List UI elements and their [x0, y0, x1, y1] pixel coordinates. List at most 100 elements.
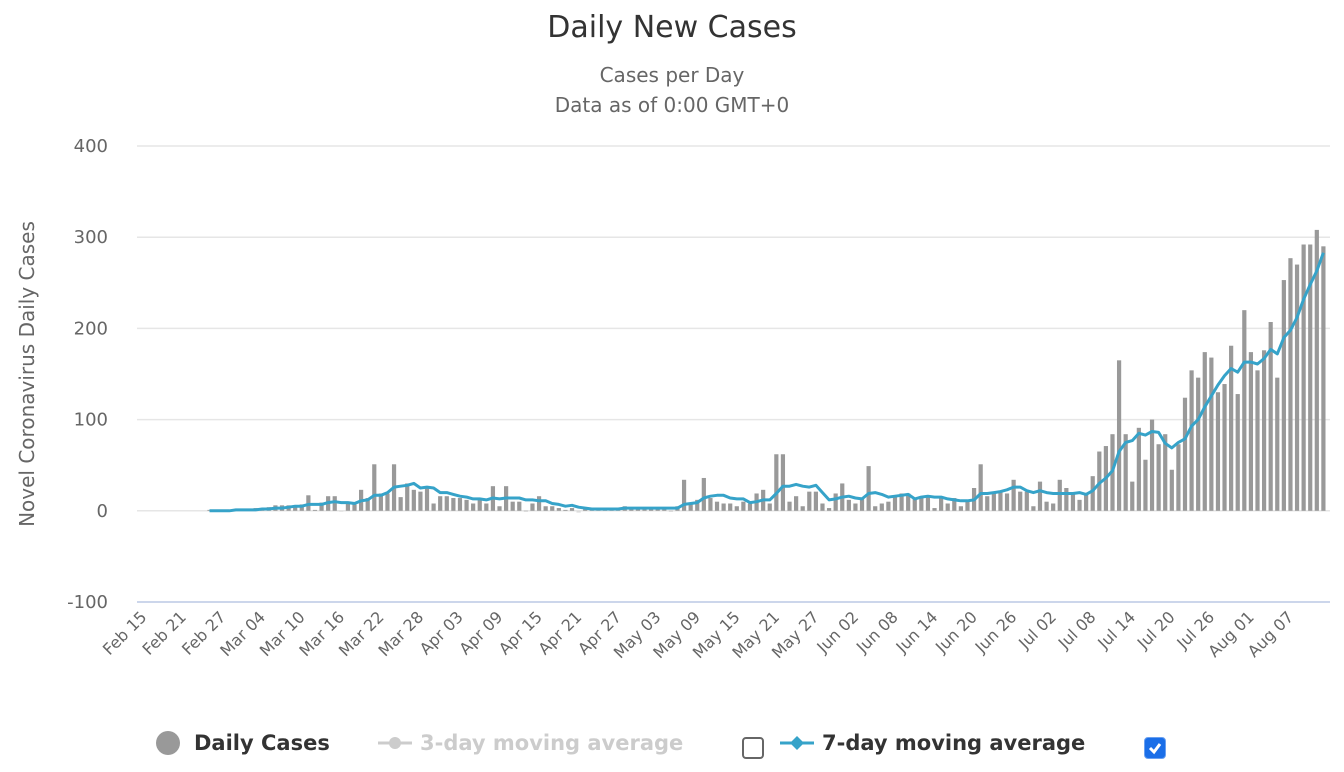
bar-daily-cases — [1268, 322, 1273, 511]
bar-daily-cases — [1077, 499, 1082, 511]
bar-daily-cases — [464, 499, 469, 511]
checkbox-7-day-average[interactable] — [1144, 737, 1166, 759]
bar-daily-cases — [517, 501, 522, 511]
y-tick-label: 100 — [74, 410, 108, 431]
y-tick-label: 200 — [74, 318, 108, 339]
bar-daily-cases — [339, 510, 344, 512]
bar-daily-cases — [1209, 357, 1214, 511]
bar-daily-cases — [833, 493, 838, 511]
bar-daily-cases — [800, 506, 805, 511]
bar-daily-cases — [1215, 392, 1221, 511]
bar-daily-cases — [1294, 264, 1300, 511]
x-tick-label: Jul 14 — [1093, 607, 1139, 653]
legend-item-3-day-average[interactable]: 3-day moving average — [378, 727, 683, 759]
bar-daily-cases — [1321, 246, 1326, 511]
bar-daily-cases — [1156, 444, 1161, 511]
bar-daily-cases — [741, 501, 746, 511]
bar-daily-cases — [1229, 345, 1234, 511]
bar-daily-cases — [767, 503, 772, 511]
bar-daily-cases — [405, 483, 410, 511]
bar-daily-cases — [794, 496, 799, 511]
bar-daily-cases — [965, 499, 970, 511]
bar-daily-cases — [1070, 493, 1076, 511]
bar-daily-cases — [807, 491, 812, 511]
bar-daily-cases — [372, 464, 377, 511]
x-tick-label: Feb 15 — [99, 607, 150, 658]
x-tick-label: Jun 26 — [971, 607, 1021, 657]
x-tick-label: Jun 14 — [892, 607, 942, 657]
x-tick-label: Jun 08 — [852, 607, 902, 657]
legend-item-daily-cases[interactable]: Daily Cases — [156, 727, 330, 759]
bar-daily-cases — [352, 504, 357, 511]
bar-daily-cases — [668, 510, 673, 512]
legend-label-daily-cases: Daily Cases — [194, 731, 330, 755]
chart-title: Daily New Cases — [547, 10, 797, 45]
y-axis-title: Novel Coronavirus Daily Cases — [15, 221, 39, 527]
x-tick-label: Mar 28 — [374, 607, 427, 660]
bar-daily-cases — [1189, 370, 1194, 511]
bar-daily-cases — [1084, 493, 1089, 511]
diamond-marker-icon — [780, 736, 814, 750]
bar-daily-cases — [444, 496, 449, 511]
bar-daily-cases — [695, 499, 700, 511]
bar-daily-cases — [1222, 384, 1227, 511]
bar-daily-cases — [1090, 476, 1095, 511]
bar-daily-cases — [899, 493, 904, 511]
checkbox-3-day-average[interactable] — [742, 737, 764, 759]
y-tick-label: 400 — [74, 136, 108, 157]
bar-daily-cases — [991, 493, 996, 511]
bar-daily-cases — [293, 505, 298, 511]
bar-daily-cases — [998, 491, 1003, 511]
chart-subtitle: Cases per Day — [599, 63, 745, 87]
bar-daily-cases — [523, 510, 528, 512]
x-tick-label: Feb 21 — [139, 607, 190, 658]
bar-daily-cases — [978, 464, 983, 511]
x-tick-label: Apr 21 — [534, 607, 585, 658]
bar-daily-cases — [728, 503, 733, 511]
bar-daily-cases — [398, 497, 403, 511]
bar-daily-cases — [1182, 397, 1188, 511]
bar-daily-cases — [879, 503, 884, 511]
legend-item-7-day-average[interactable]: 7-day moving average — [780, 727, 1085, 759]
bar-daily-cases — [510, 501, 515, 511]
bar-daily-cases — [1235, 394, 1240, 511]
bar-daily-cases — [932, 508, 937, 511]
bar-daily-cases — [774, 454, 779, 511]
bar-daily-cases — [536, 496, 542, 511]
bar-daily-cases — [747, 503, 753, 511]
bar-daily-cases — [780, 454, 786, 511]
bar-daily-cases — [312, 509, 318, 511]
bar-daily-cases — [1064, 488, 1069, 511]
line-marker-icon — [378, 737, 412, 749]
bar-daily-cases — [1196, 377, 1201, 511]
bar-daily-cases — [484, 503, 489, 511]
bar-daily-cases — [1004, 493, 1010, 511]
bar-daily-cases — [939, 496, 944, 511]
bar-daily-cases — [1051, 503, 1056, 511]
bar-daily-cases — [1024, 491, 1029, 511]
bar-daily-cases — [813, 491, 818, 511]
bar-daily-cases — [1123, 434, 1128, 511]
bar-daily-cases — [438, 496, 443, 511]
bar-daily-cases — [471, 503, 476, 511]
bar-daily-cases — [925, 496, 931, 511]
x-tick-label: Jul 02 — [1014, 607, 1060, 653]
circle-icon — [156, 731, 180, 755]
bar-daily-cases — [1288, 258, 1293, 511]
bar-daily-cases — [451, 498, 456, 511]
line-7-day-moving-average — [209, 252, 1325, 513]
bar-daily-cases — [1018, 491, 1023, 511]
bar-daily-cases — [543, 506, 548, 511]
bar-daily-cases — [1130, 481, 1135, 511]
bar-daily-cases — [1308, 244, 1313, 511]
bar-daily-cases — [1301, 244, 1306, 511]
bar-daily-cases — [945, 503, 950, 511]
bar-daily-cases — [1275, 377, 1280, 511]
x-tick-label: Jun 20 — [931, 607, 981, 657]
bar-daily-cases — [1149, 419, 1155, 511]
bar-daily-cases — [1031, 506, 1036, 511]
bar-daily-cases — [576, 510, 581, 513]
bar-daily-cases — [1136, 427, 1141, 511]
bar-daily-cases — [688, 503, 693, 511]
bar-daily-cases — [1143, 459, 1148, 511]
